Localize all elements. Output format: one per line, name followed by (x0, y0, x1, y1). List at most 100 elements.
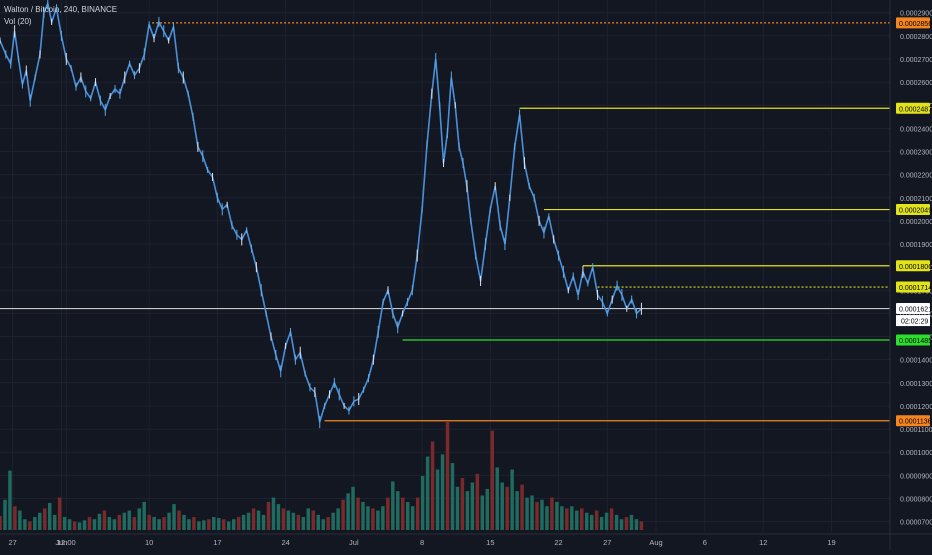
volume-bar (321, 519, 325, 530)
volume-bar (495, 467, 499, 530)
volume-bar (207, 519, 211, 530)
volume-bar (535, 501, 539, 530)
volume-bar (117, 514, 122, 530)
x-tick-label: 22 (554, 538, 562, 547)
price-tag (896, 260, 930, 272)
volume-bar (72, 521, 77, 530)
volume-bar (167, 512, 171, 530)
volume-bar (440, 454, 445, 530)
volume-bar (177, 510, 181, 530)
volume-bar (326, 517, 330, 530)
volume-bar (565, 508, 569, 530)
volume-bar (639, 521, 644, 530)
volume-bar (38, 512, 42, 530)
symbol-title[interactable]: Walton / Bitcoin, 240, BINANCE (4, 5, 118, 14)
volume-bar (132, 517, 136, 530)
y-tick-label: 0.0001200 (900, 404, 932, 411)
volume-bar (281, 508, 286, 530)
volume-bar (296, 514, 301, 530)
volume-bar (286, 510, 291, 530)
x-tick-label: 10 (145, 538, 153, 547)
countdown-label: 02:02:29 (901, 319, 928, 326)
volume-bar (52, 514, 57, 530)
price-tag (896, 204, 930, 216)
volume-bar (589, 514, 594, 530)
volume-bar (420, 476, 425, 530)
volume-bar (410, 506, 415, 530)
volume-bar (425, 456, 430, 530)
x-tick-label: Jul (349, 538, 359, 547)
price-tag-label: 0.0001806 (899, 264, 932, 271)
volume-bar (480, 495, 485, 530)
volume-bar (386, 497, 390, 530)
volume-bar (415, 497, 420, 530)
legend: Walton / Bitcoin, 240, BINANCE Vol (20) (4, 4, 117, 28)
y-tick-label: 0.0002300 (900, 150, 932, 157)
volume-bar (122, 512, 127, 530)
volume-bar (87, 517, 92, 530)
volume-bar (261, 514, 266, 530)
volume-bar (575, 510, 579, 530)
price-axis[interactable]: 0.0000700 0.0000800 0.0000900 0.0001000 0.00… (889, 0, 932, 550)
price-series (0, 0, 642, 429)
volume-bar (311, 510, 315, 530)
volume-bar (331, 512, 335, 530)
volume-bar (530, 495, 534, 530)
volume-bar (197, 521, 201, 530)
volume-bar (346, 493, 350, 530)
volume-bar (510, 469, 514, 530)
grid (0, 0, 890, 532)
volume-bar (475, 473, 480, 530)
volume-bar (57, 497, 62, 530)
price-tag-label: 0.0002487 (899, 106, 932, 113)
volume-bar (251, 508, 256, 530)
volume-bar (182, 514, 186, 530)
volume-bar (401, 497, 405, 530)
price-tag (896, 415, 930, 427)
volume-bar (112, 519, 117, 530)
volume-bar (226, 521, 231, 530)
volume-bar (336, 508, 340, 530)
volume-bar (465, 491, 470, 530)
volume-bar (520, 484, 524, 530)
countdown-tag (896, 315, 930, 327)
x-tick-label: 6 (703, 538, 707, 547)
volume-bar (614, 514, 619, 530)
volume-bar (580, 508, 584, 530)
volume-bar (92, 519, 97, 530)
volume-bar (77, 522, 82, 530)
volume-bar (540, 499, 544, 530)
volume-bar (599, 517, 604, 530)
volume-bar (525, 497, 529, 530)
volume-bar (450, 463, 455, 530)
volume-bar (127, 510, 132, 530)
volume-bar (306, 508, 311, 530)
volume-bar (555, 501, 559, 530)
volume-bar (624, 517, 629, 530)
volume-bar (291, 512, 296, 530)
y-tick-label: 0.0001100 (900, 427, 932, 434)
volume-bar (8, 470, 12, 530)
volume-bar (376, 510, 380, 530)
price-line (0, 0, 642, 423)
volume-bar (445, 422, 450, 530)
volume-bar (157, 519, 161, 530)
volume-indicator-label[interactable]: Vol (20) (4, 17, 32, 26)
volume-bar (266, 501, 271, 530)
y-tick-label: 0.0001400 (900, 358, 932, 365)
y-tick-label: 0.0000800 (900, 496, 932, 503)
volume-bars (0, 422, 644, 530)
volume-bar (23, 519, 27, 530)
x-tick-label: 27 (9, 538, 17, 547)
volume-bar (341, 499, 345, 530)
volume-bar (47, 503, 52, 530)
horizontal-levels[interactable] (0, 22, 890, 422)
x-tick-label: 12:00 (57, 538, 76, 547)
volume-bar (351, 486, 355, 530)
price-tag-label: 0.0001714 (899, 285, 932, 292)
volume-bar (391, 481, 395, 530)
y-tick-label: 0.0000900 (900, 473, 932, 480)
